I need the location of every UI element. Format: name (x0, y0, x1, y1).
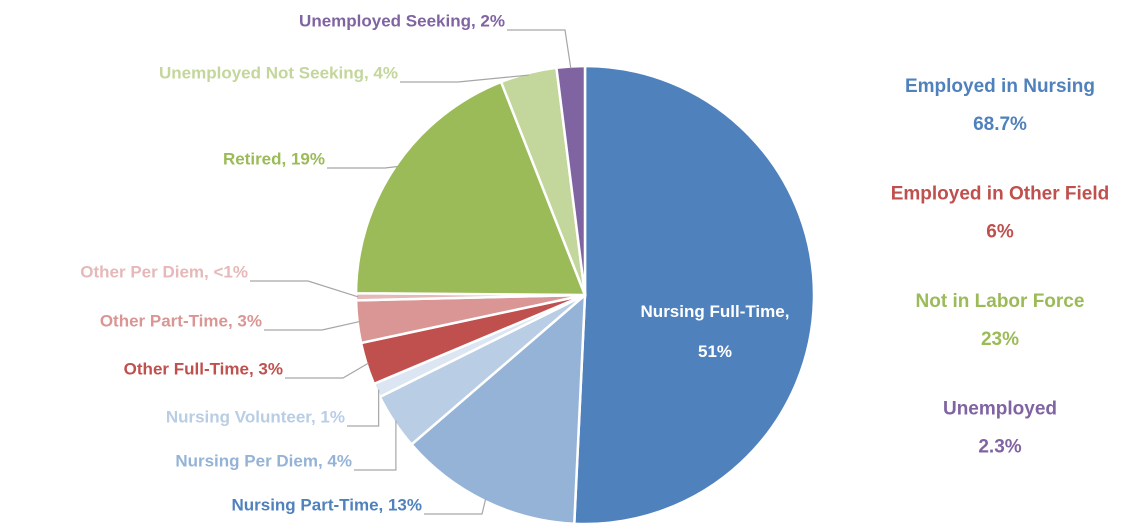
leader-line (354, 420, 397, 471)
slice-label: Nursing Part-Time, 13% (231, 495, 422, 514)
group-name: Not in Labor Force (916, 291, 1085, 312)
leader-line (264, 320, 360, 331)
slice-label: Unemployed Not Seeking, 4% (159, 63, 398, 82)
leader-line (327, 165, 398, 169)
slice-label: Nursing Per Diem, 4% (175, 451, 352, 470)
label-line: Nursing Full-Time, (641, 302, 790, 321)
slice-label: Unemployed Seeking, 2% (299, 11, 505, 30)
group-value: 68.7% (973, 114, 1027, 135)
label-line: 51% (698, 342, 732, 361)
slice-label: Nursing Full-Time, 51% (641, 302, 790, 361)
leader-line (250, 280, 359, 298)
group-name: Employed in Other Field (891, 184, 1110, 205)
slice-label: Other Per Diem, <1% (80, 262, 248, 281)
slice-label: Retired, 19% (223, 149, 325, 168)
leader-line (424, 498, 487, 515)
leader-line (400, 74, 529, 83)
group-value: 6% (986, 222, 1014, 243)
slice-label: Nursing Volunteer, 1% (166, 407, 345, 426)
pie-slice (573, 64, 816, 523)
slice-label: Other Part-Time, 3% (100, 311, 262, 330)
leader-line (507, 29, 572, 69)
leader-line (347, 389, 380, 427)
group-value: 23% (981, 329, 1019, 350)
group-name: Unemployed (943, 399, 1057, 420)
group-name: Employed in Nursing (905, 76, 1095, 97)
group-value: 2.3% (978, 437, 1021, 458)
slice-label: Other Full-Time, 3% (124, 359, 283, 378)
leader-line (285, 362, 369, 379)
pie-slice (354, 80, 587, 297)
